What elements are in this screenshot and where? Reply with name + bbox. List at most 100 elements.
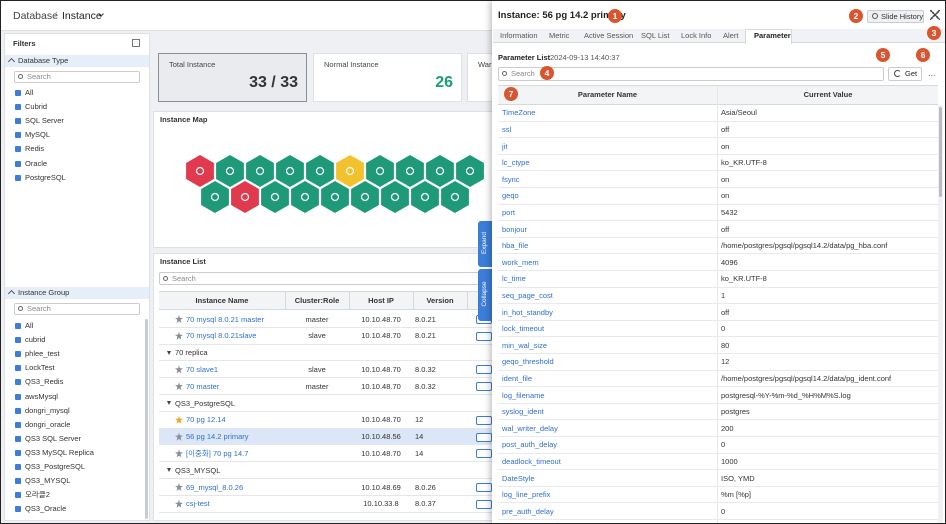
- parameter-name[interactable]: lc_ctype: [502, 158, 530, 168]
- list-row[interactable]: [159, 378, 492, 395]
- list-row[interactable]: [159, 428, 492, 446]
- expand-tab[interactable]: [478, 221, 492, 267]
- checkbox[interactable]: [15, 421, 21, 428]
- search-input[interactable]: [498, 67, 884, 81]
- parameter-name[interactable]: geqo: [502, 191, 519, 201]
- action-button[interactable]: [476, 365, 492, 375]
- breadcrumb-current[interactable]: Instance: [62, 10, 102, 22]
- checkbox[interactable]: [15, 492, 21, 499]
- filter-item[interactable]: 오라클2: [25, 490, 50, 500]
- search-input[interactable]: [14, 71, 140, 83]
- filter-item[interactable]: QS3_MYSQL: [25, 476, 71, 486]
- parameter-name[interactable]: ident_file: [502, 373, 533, 383]
- filter-item[interactable]: QS3_PostgreSQL: [25, 462, 86, 471]
- instance-name[interactable]: 70 master: [186, 381, 220, 391]
- parameter-name[interactable]: wal_writer_delay: [502, 423, 558, 433]
- checkbox[interactable]: [15, 90, 21, 96]
- favorite-star[interactable]: [175, 483, 183, 491]
- instance-name[interactable]: [이중화] 70 pg 14.7: [186, 448, 249, 458]
- instance-hex[interactable]: [441, 181, 469, 213]
- parameter-name[interactable]: geqo_threshold: [502, 357, 554, 367]
- filter-item[interactable]: QS3_Redis: [25, 377, 64, 387]
- filter-item[interactable]: All: [25, 88, 34, 97]
- instance-hex[interactable]: [261, 181, 289, 213]
- filter-item[interactable]: Redis: [25, 144, 45, 154]
- favorite-star[interactable]: [175, 449, 183, 458]
- tab[interactable]: Lock Info: [681, 31, 712, 40]
- parameter-name[interactable]: seq_page_cost: [502, 290, 553, 300]
- action-button[interactable]: [476, 331, 492, 341]
- filter-item[interactable]: awsMysql: [25, 391, 58, 401]
- instance-hex[interactable]: [351, 181, 379, 213]
- favorite-star[interactable]: [175, 432, 183, 441]
- list-row[interactable]: [159, 361, 492, 379]
- filter-item[interactable]: Cubrid: [25, 102, 48, 112]
- instance-hex[interactable]: [201, 181, 229, 213]
- parameter-name[interactable]: work_mem: [502, 257, 539, 267]
- filter-item[interactable]: QS3 SQL Server: [25, 433, 81, 443]
- instance-hex[interactable]: [231, 181, 259, 213]
- checkbox[interactable]: [15, 351, 21, 358]
- filter-item[interactable]: All: [25, 321, 34, 330]
- tab[interactable]: Metric: [549, 31, 570, 40]
- instance-name[interactable]: csj-test: [186, 499, 210, 509]
- checkbox[interactable]: [15, 393, 21, 400]
- action-button[interactable]: [476, 432, 492, 442]
- instance-name[interactable]: 70 pg 12.14: [186, 415, 226, 425]
- collapse-sidebar-icon[interactable]: [132, 39, 140, 47]
- checkbox[interactable]: [15, 132, 21, 139]
- favorite-star[interactable]: [175, 415, 183, 424]
- parameter-name[interactable]: min_wal_size: [502, 340, 548, 350]
- tab[interactable]: Active Session: [584, 31, 634, 40]
- filter-item[interactable]: Oracle: [25, 158, 48, 168]
- filter-item[interactable]: dongri_oracle: [25, 419, 71, 429]
- list-row[interactable]: [159, 445, 492, 463]
- collapse-tab[interactable]: [478, 269, 492, 321]
- instance-hex[interactable]: [321, 181, 349, 213]
- instance-hex[interactable]: [306, 155, 334, 187]
- instance-hex[interactable]: [381, 181, 409, 213]
- parameter-name[interactable]: syslog_ident: [502, 407, 544, 417]
- instance-hex[interactable]: [276, 155, 304, 187]
- checkbox[interactable]: [15, 379, 21, 386]
- get-label[interactable]: Get: [905, 69, 918, 78]
- parameter-name[interactable]: pre_auth_delay: [502, 506, 554, 516]
- instance-name[interactable]: 69_mysql_8.0.26: [186, 482, 244, 492]
- filter-item[interactable]: cubrid: [25, 335, 46, 345]
- slide-history-button[interactable]: [867, 10, 924, 23]
- tab[interactable]: Parameter: [754, 31, 791, 40]
- instance-hex[interactable]: [426, 155, 454, 187]
- instance-name[interactable]: 70 mysql 8.0.21 master: [186, 314, 264, 324]
- filter-item[interactable]: LockTest: [25, 363, 55, 373]
- slide-history-label[interactable]: Slide History: [881, 11, 924, 21]
- checkbox[interactable]: [15, 407, 21, 414]
- filter-item[interactable]: QS3 MySQL Replica: [25, 447, 94, 457]
- list-row[interactable]: [159, 328, 492, 345]
- action-button[interactable]: [476, 483, 492, 492]
- parameter-name[interactable]: post_auth_delay: [502, 440, 558, 450]
- parameter-name[interactable]: fsync: [502, 174, 520, 184]
- list-row[interactable]: [159, 345, 492, 362]
- filter-item[interactable]: phlee_test: [25, 349, 60, 359]
- search-input[interactable]: [159, 272, 489, 285]
- checkbox[interactable]: [15, 435, 21, 442]
- filter-item[interactable]: QS3_Oracle: [25, 504, 67, 514]
- favorite-star[interactable]: [175, 315, 183, 323]
- checkbox[interactable]: [15, 323, 21, 329]
- instance-hex[interactable]: [411, 181, 439, 213]
- more-menu[interactable]: ...: [928, 68, 936, 78]
- instance-name[interactable]: 56 pg 14.2 primary: [186, 432, 249, 442]
- parameter-name[interactable]: bonjour: [502, 224, 528, 234]
- parameter-name[interactable]: port: [502, 207, 515, 217]
- checkbox[interactable]: [15, 146, 21, 153]
- parameter-name[interactable]: lc_time: [502, 274, 526, 284]
- filter-item[interactable]: dongri_mysql: [25, 405, 70, 415]
- list-row[interactable]: [159, 496, 492, 513]
- checkbox[interactable]: [15, 464, 21, 470]
- tab[interactable]: SQL List: [641, 31, 670, 40]
- instance-hex[interactable]: [456, 155, 484, 187]
- summary-card[interactable]: [158, 53, 307, 102]
- collapse-label[interactable]: Collapse: [481, 281, 488, 307]
- checkbox[interactable]: [15, 365, 21, 372]
- action-button[interactable]: [476, 382, 492, 392]
